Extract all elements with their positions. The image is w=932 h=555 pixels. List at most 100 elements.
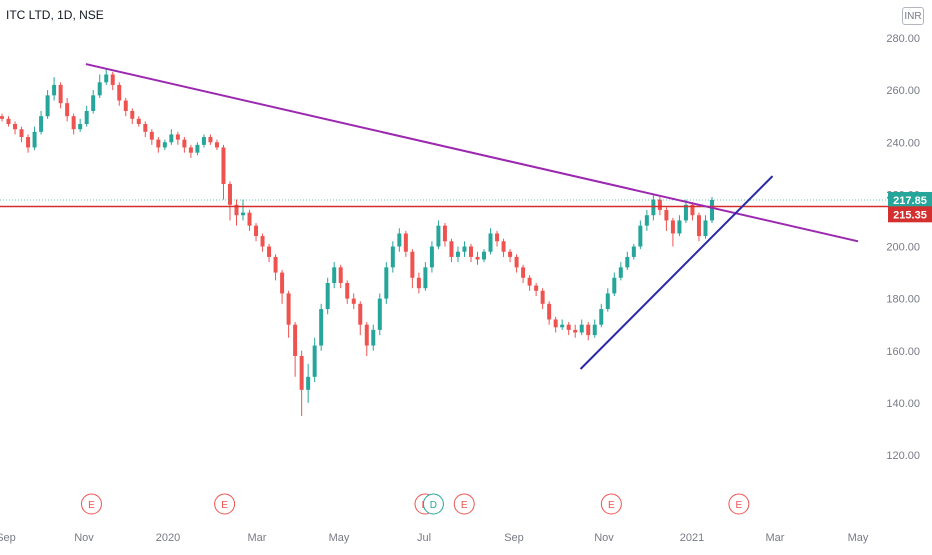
x-tick-label: 2020 — [156, 532, 180, 544]
y-tick-label: 160.00 — [886, 346, 920, 358]
candle-body — [162, 142, 167, 148]
y-tick-label: 200.00 — [886, 242, 920, 254]
x-axis: Sep Nov 2020 Mar May Jul Sep Nov 2021 Mar May — [0, 532, 869, 544]
candle-body — [390, 246, 395, 268]
candle-body — [468, 246, 473, 257]
candle-body — [143, 124, 148, 132]
event-circle[interactable] — [80, 493, 102, 515]
candle-body — [260, 236, 265, 247]
candle-body — [149, 131, 154, 140]
candle-body — [638, 225, 643, 247]
event-marker[interactable]: D — [422, 493, 444, 515]
candle-body — [495, 233, 500, 242]
candle-body — [221, 147, 226, 184]
candle-body — [104, 74, 109, 83]
candle-body — [677, 220, 682, 234]
event-letter: E — [736, 500, 743, 511]
candle-body — [521, 267, 526, 278]
candle-body — [0, 116, 4, 119]
candle-body — [286, 293, 291, 325]
candle-body — [312, 345, 317, 377]
candle-body — [410, 251, 415, 278]
candle-body — [325, 282, 330, 310]
candle-body — [690, 204, 695, 216]
candle-body — [455, 251, 460, 257]
candle-body — [482, 251, 487, 260]
candle-body — [416, 277, 421, 289]
candle-body — [423, 267, 428, 289]
candle-body — [573, 329, 578, 333]
candle-body — [670, 220, 675, 234]
trend-lines — [0, 63, 890, 370]
candle-body — [651, 199, 656, 216]
candle-body — [273, 256, 278, 273]
level-price-label: 215.35 — [888, 206, 932, 223]
x-tick-label: Mar — [248, 532, 267, 544]
candle-body — [71, 116, 76, 130]
candle-body — [175, 134, 180, 140]
candle-body — [579, 324, 584, 333]
candles — [0, 69, 714, 416]
candle-body — [299, 355, 304, 390]
candle-body — [254, 225, 259, 237]
trend-line-ascending[interactable] — [579, 175, 774, 370]
currency-badge[interactable]: INR — [902, 7, 924, 25]
candle-body — [560, 324, 565, 328]
event-marker[interactable]: E — [453, 493, 475, 515]
candle-body — [123, 100, 128, 111]
candle-body — [377, 298, 382, 330]
candle-body — [657, 199, 662, 211]
event-letter: E — [608, 500, 615, 511]
candle-body — [364, 324, 369, 346]
event-letter: E — [461, 500, 468, 511]
candle-body — [214, 142, 219, 148]
candle-body — [6, 118, 11, 125]
trend-line-descending[interactable] — [85, 63, 859, 243]
event-circle[interactable] — [453, 493, 475, 515]
candle-body — [293, 324, 298, 356]
event-circle[interactable] — [214, 493, 236, 515]
event-marker[interactable]: E — [600, 493, 622, 515]
event-marker[interactable]: E — [80, 493, 102, 515]
event-markers: EEEDEEE — [80, 493, 750, 515]
candle-body — [208, 137, 213, 143]
y-tick-label: 240.00 — [886, 137, 920, 149]
y-tick-label: 120.00 — [886, 450, 920, 462]
candle-body — [488, 233, 493, 252]
candle-body — [547, 303, 552, 320]
level-price-label-text: 215.35 — [893, 209, 927, 221]
event-circle[interactable] — [600, 493, 622, 515]
last-price-label: 217.85 — [888, 191, 932, 208]
event-letter: E — [221, 500, 228, 511]
event-circle[interactable] — [422, 493, 444, 515]
y-tick-label: 280.00 — [886, 33, 920, 45]
candle-body — [156, 139, 161, 148]
candle-body — [52, 84, 57, 96]
event-letter: D — [430, 500, 437, 511]
candle-body — [612, 277, 617, 294]
candle-body — [182, 139, 187, 148]
last-price-label-bg — [888, 191, 932, 208]
candle-body — [345, 282, 350, 299]
candle-body — [306, 376, 311, 390]
candle-body — [247, 212, 252, 226]
candle-body — [45, 95, 50, 117]
candle-body — [358, 303, 363, 325]
candle-body — [442, 225, 447, 242]
candle-body — [13, 124, 18, 130]
event-circle[interactable] — [728, 493, 750, 515]
candle-body — [130, 110, 135, 119]
candle-body — [136, 118, 141, 125]
candle-body — [586, 324, 591, 336]
candle-body — [436, 225, 441, 247]
candle-body — [625, 256, 630, 268]
event-marker[interactable]: E — [728, 493, 750, 515]
candle-body — [188, 147, 193, 153]
event-marker[interactable]: E — [214, 493, 236, 515]
candle-body — [508, 251, 513, 257]
candle-body — [703, 220, 708, 237]
y-tick-label: 180.00 — [886, 294, 920, 306]
candle-body — [403, 233, 408, 252]
